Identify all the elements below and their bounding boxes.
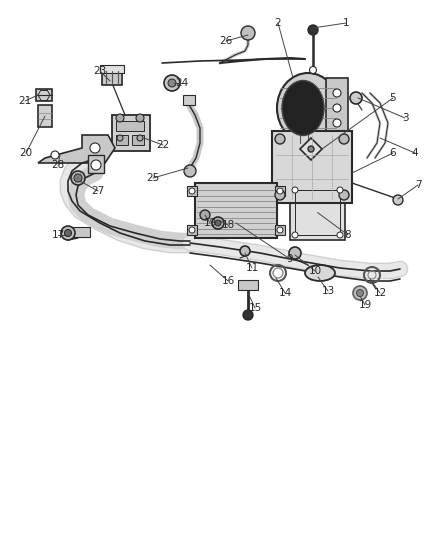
Circle shape xyxy=(189,227,195,233)
Text: 18: 18 xyxy=(221,220,235,230)
Text: 27: 27 xyxy=(92,186,105,196)
Circle shape xyxy=(91,160,101,170)
Text: 25: 25 xyxy=(146,173,159,183)
Bar xyxy=(275,186,285,196)
Circle shape xyxy=(189,188,195,194)
Text: 7: 7 xyxy=(415,180,421,190)
Text: 17: 17 xyxy=(51,230,65,240)
Bar xyxy=(187,225,197,235)
Polygon shape xyxy=(38,135,115,163)
Bar xyxy=(132,135,144,145)
Circle shape xyxy=(136,114,144,122)
Text: 20: 20 xyxy=(19,148,32,158)
Circle shape xyxy=(289,247,301,259)
Text: 15: 15 xyxy=(248,303,261,313)
Bar xyxy=(72,227,90,237)
Bar xyxy=(100,65,124,73)
Text: 21: 21 xyxy=(18,96,32,106)
Circle shape xyxy=(337,187,343,193)
Ellipse shape xyxy=(282,80,324,135)
Text: 13: 13 xyxy=(321,286,335,296)
Text: 9: 9 xyxy=(287,254,293,264)
Bar xyxy=(238,280,258,290)
Text: 8: 8 xyxy=(345,230,351,240)
Circle shape xyxy=(116,114,124,122)
Bar xyxy=(183,95,195,105)
Ellipse shape xyxy=(305,265,335,281)
Circle shape xyxy=(333,104,341,112)
Circle shape xyxy=(275,134,285,144)
Circle shape xyxy=(357,289,364,296)
Text: 11: 11 xyxy=(245,263,258,273)
Circle shape xyxy=(241,26,255,40)
Circle shape xyxy=(277,227,283,233)
Circle shape xyxy=(137,135,143,141)
Bar xyxy=(36,89,52,101)
Text: 10: 10 xyxy=(308,266,321,276)
Ellipse shape xyxy=(277,73,339,143)
Circle shape xyxy=(292,187,298,193)
Text: 22: 22 xyxy=(156,140,170,150)
Circle shape xyxy=(164,75,180,91)
Circle shape xyxy=(337,232,343,238)
Circle shape xyxy=(215,220,221,226)
Circle shape xyxy=(71,171,85,185)
Circle shape xyxy=(308,25,318,35)
Bar xyxy=(88,155,104,173)
Circle shape xyxy=(275,190,285,200)
Bar xyxy=(290,185,345,240)
Circle shape xyxy=(64,230,71,237)
Bar xyxy=(116,121,144,131)
Text: 2: 2 xyxy=(275,18,281,28)
Circle shape xyxy=(243,310,253,320)
Circle shape xyxy=(90,143,100,153)
Text: 5: 5 xyxy=(390,93,396,103)
Circle shape xyxy=(292,232,298,238)
Text: 1: 1 xyxy=(343,18,350,28)
Circle shape xyxy=(200,210,210,220)
Circle shape xyxy=(393,195,403,205)
Text: 16: 16 xyxy=(221,276,235,286)
Circle shape xyxy=(277,188,283,194)
Circle shape xyxy=(74,174,82,182)
Circle shape xyxy=(350,92,362,104)
Polygon shape xyxy=(300,138,322,160)
Bar xyxy=(102,71,122,85)
Text: 24: 24 xyxy=(175,78,189,88)
Text: 19: 19 xyxy=(203,218,217,228)
Circle shape xyxy=(61,226,75,240)
Circle shape xyxy=(333,119,341,127)
Bar xyxy=(116,135,128,145)
Bar xyxy=(295,190,340,235)
Bar xyxy=(187,186,197,196)
Text: 4: 4 xyxy=(412,148,418,158)
Text: 12: 12 xyxy=(373,288,387,298)
Bar xyxy=(38,105,52,127)
Circle shape xyxy=(168,79,176,87)
Circle shape xyxy=(117,135,123,141)
Circle shape xyxy=(184,165,196,177)
Circle shape xyxy=(308,146,314,152)
Text: 14: 14 xyxy=(279,288,292,298)
Bar xyxy=(275,225,285,235)
Circle shape xyxy=(333,89,341,97)
Text: 23: 23 xyxy=(93,66,106,76)
Bar xyxy=(272,131,352,203)
Circle shape xyxy=(212,217,224,229)
Circle shape xyxy=(339,190,349,200)
Text: 26: 26 xyxy=(219,36,233,46)
Text: 6: 6 xyxy=(390,148,396,158)
Circle shape xyxy=(310,67,317,74)
Bar xyxy=(326,78,348,138)
Text: 19: 19 xyxy=(358,300,371,310)
Bar xyxy=(112,115,150,151)
Circle shape xyxy=(339,134,349,144)
Text: 28: 28 xyxy=(51,160,65,170)
Circle shape xyxy=(353,286,367,300)
Text: 3: 3 xyxy=(402,113,408,123)
Circle shape xyxy=(51,151,59,159)
Circle shape xyxy=(240,246,250,256)
Bar xyxy=(195,183,277,238)
